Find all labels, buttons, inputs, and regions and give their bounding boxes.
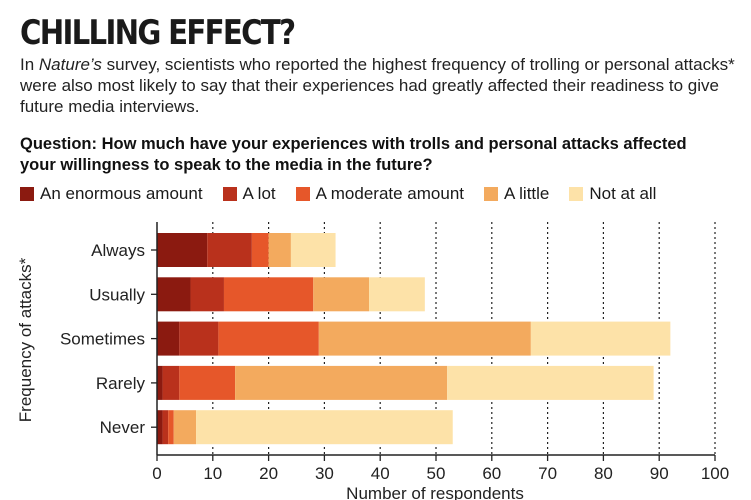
legend-swatch bbox=[222, 187, 237, 201]
intro-text: survey, scientists who reported the high… bbox=[20, 55, 735, 116]
category-label: Never bbox=[100, 418, 146, 437]
bar-segment bbox=[157, 277, 191, 312]
x-tick-label: 80 bbox=[594, 464, 613, 483]
bar-segment bbox=[162, 410, 169, 445]
legend-swatch bbox=[569, 187, 584, 201]
x-tick-label: 40 bbox=[371, 464, 390, 483]
bar-segment bbox=[290, 233, 336, 267]
category-label: Sometimes bbox=[60, 330, 145, 349]
bar-segment bbox=[223, 277, 314, 312]
chart-title: CHILLING EFFECT? bbox=[20, 13, 296, 53]
legend-label: An enormous amount bbox=[40, 184, 203, 203]
x-tick-label: 50 bbox=[427, 464, 446, 483]
bar-segment bbox=[157, 233, 208, 267]
intro-emphasis: Nature’s bbox=[38, 55, 102, 74]
x-tick-label: 70 bbox=[538, 464, 557, 483]
legend-swatch bbox=[20, 187, 34, 201]
bar-segment bbox=[313, 277, 370, 312]
legend-item-an-enormous-amount: An enormous amount bbox=[20, 184, 203, 204]
category-label: Rarely bbox=[96, 374, 146, 393]
bar-segment bbox=[318, 321, 531, 356]
y-axis-title: Frequency of attacks* bbox=[16, 257, 35, 422]
legend-label: A lot bbox=[242, 184, 276, 203]
bar-segment bbox=[530, 321, 671, 356]
survey-question: Question: How much have your experiences… bbox=[20, 135, 687, 174]
x-tick-label: 100 bbox=[701, 464, 729, 483]
bar-segment bbox=[157, 365, 163, 400]
bar-segment bbox=[190, 277, 224, 312]
legend-label: A moderate amount bbox=[315, 184, 465, 203]
legend-item-not-at-all: Not at all bbox=[569, 184, 656, 204]
legend-swatch bbox=[295, 187, 310, 201]
category-label: Usually bbox=[89, 285, 145, 304]
legend-swatch bbox=[484, 187, 499, 201]
bar-segment bbox=[157, 410, 163, 445]
chart-intro: In Nature’s survey, scientists who repor… bbox=[20, 54, 740, 117]
bar-segment bbox=[168, 410, 174, 445]
legend-label: A little bbox=[504, 184, 550, 203]
bar-segment bbox=[179, 365, 236, 400]
bar-segment bbox=[207, 233, 252, 267]
legend-item-a-little: A little bbox=[484, 184, 549, 204]
bar-segment bbox=[162, 365, 180, 400]
bar-segment bbox=[157, 321, 180, 356]
legend-item-a-moderate-amount: A moderate amount bbox=[295, 184, 465, 204]
legend-label: Not at all bbox=[589, 184, 657, 203]
bar-segment bbox=[179, 321, 219, 356]
bar-segment bbox=[268, 233, 291, 267]
x-tick-label: 90 bbox=[650, 464, 669, 483]
intro-prefix: In bbox=[20, 55, 39, 74]
category-label: Always bbox=[91, 241, 145, 260]
x-tick-label: 20 bbox=[259, 464, 278, 483]
bar-segment bbox=[173, 410, 197, 445]
bar-segment bbox=[251, 233, 269, 267]
legend-item-a-lot: A lot bbox=[222, 184, 276, 204]
x-tick-label: 30 bbox=[315, 464, 334, 483]
bar-segment bbox=[447, 365, 654, 400]
bar-segment bbox=[369, 277, 425, 312]
legend: An enormous amount A lot A moderate amount… bbox=[20, 184, 656, 204]
bar-segment bbox=[218, 321, 319, 356]
x-tick-label: 10 bbox=[203, 464, 222, 483]
x-tick-label: 0 bbox=[152, 464, 161, 483]
bar-segment bbox=[235, 365, 448, 400]
x-tick-label: 60 bbox=[482, 464, 501, 483]
x-axis-title: Number of respondents bbox=[346, 484, 524, 500]
bar-segment bbox=[196, 410, 453, 445]
